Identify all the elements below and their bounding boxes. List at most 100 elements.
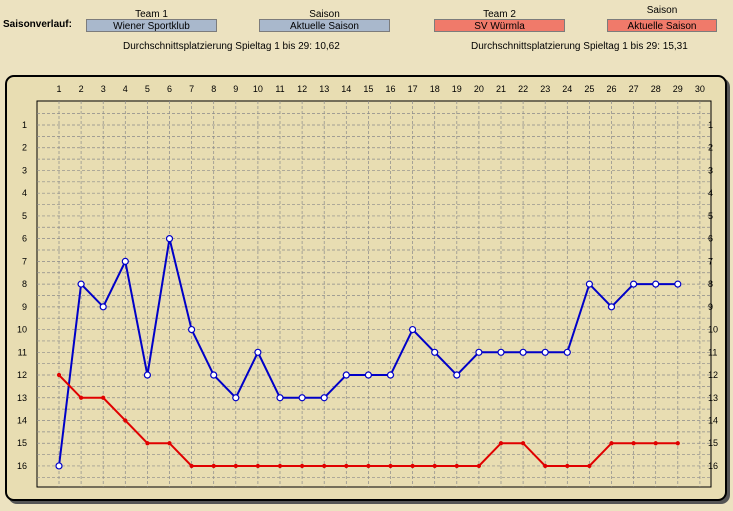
y-tick-label-left: 9 (22, 302, 27, 312)
series-2-point (432, 463, 437, 469)
series-1-point (431, 348, 439, 356)
series-2-point (322, 463, 327, 469)
y-tick-label-right: 4 (708, 188, 713, 198)
series-1-point (276, 394, 284, 402)
y-tick-label-left: 7 (22, 256, 27, 266)
x-tick-label: 21 (496, 84, 506, 94)
series-1-point (607, 303, 616, 311)
series-1-point (629, 280, 638, 288)
x-tick-label: 7 (189, 84, 194, 94)
team2-select[interactable]: SV Würmla (434, 19, 565, 32)
x-tick-label: 26 (606, 84, 616, 94)
y-tick-label-left: 1 (22, 120, 27, 130)
x-tick-label: 14 (341, 84, 351, 94)
x-tick-label: 30 (695, 84, 705, 94)
y-tick-label-left: 12 (17, 370, 27, 380)
series-2-point (101, 395, 106, 400)
season1-heading: Saison (309, 9, 340, 20)
y-tick-label-right: 5 (708, 211, 713, 221)
series-2-point (56, 372, 62, 378)
series-1-point (475, 348, 483, 356)
series-1-point (409, 325, 417, 334)
series-2-point (300, 463, 305, 469)
series-1-point (497, 348, 505, 356)
team2-heading: Team 2 (483, 9, 516, 20)
x-tick-label: 25 (584, 84, 594, 94)
y-tick-label-right: 14 (708, 415, 718, 425)
team1-select[interactable]: Wiener Sportklub (86, 19, 217, 32)
x-tick-label: 19 (452, 84, 462, 94)
x-tick-label: 6 (167, 84, 172, 94)
y-tick-label-right: 11 (708, 347, 717, 357)
y-tick-label-right: 15 (708, 438, 718, 448)
series-2-point (454, 463, 459, 469)
y-tick-label-left: 11 (18, 347, 27, 357)
series-2-point (675, 441, 680, 446)
y-tick-label-left: 8 (22, 279, 27, 289)
series-2-point (255, 463, 261, 469)
x-tick-label: 17 (408, 84, 418, 94)
season2-heading: Saison (646, 5, 678, 16)
series-1-point (77, 280, 85, 288)
x-tick-label: 28 (651, 84, 661, 94)
x-tick-label: 12 (297, 84, 307, 94)
y-tick-label-left: 15 (17, 438, 27, 448)
y-tick-label-right: 7 (708, 256, 713, 266)
y-tick-label-right: 13 (708, 393, 718, 403)
y-tick-label-right: 2 (708, 143, 713, 153)
series-1-point (121, 257, 129, 265)
series-1-point (585, 280, 594, 288)
x-tick-label: 22 (518, 84, 528, 94)
y-tick-label-left: 14 (17, 415, 27, 425)
series-1-point (232, 394, 240, 402)
y-tick-label-right: 10 (708, 325, 718, 335)
series-2-point (410, 463, 415, 469)
series-1-point (165, 235, 174, 243)
y-tick-label-right: 8 (708, 279, 713, 289)
y-tick-label-right: 3 (708, 165, 713, 175)
x-tick-label: 2 (79, 84, 84, 94)
y-tick-label-left: 10 (17, 325, 27, 335)
series-2-point (366, 463, 371, 469)
y-tick-label-right: 16 (708, 461, 718, 471)
y-tick-label-left: 6 (22, 234, 27, 244)
x-tick-label: 10 (253, 84, 263, 94)
y-tick-label-right: 1 (708, 120, 713, 130)
x-tick-label: 1 (56, 84, 61, 94)
x-tick-label: 9 (233, 84, 238, 94)
series-2-point (476, 463, 482, 469)
x-tick-label: 13 (319, 84, 329, 94)
team1-average: Durchschnittsplatzierung Spieltag 1 bis … (123, 41, 340, 52)
x-tick-label: 5 (145, 84, 150, 94)
series-2-point (123, 418, 128, 423)
series-2-point (653, 441, 658, 446)
season2-select[interactable]: Aktuelle Saison (607, 19, 717, 32)
series-1-point (210, 371, 218, 379)
series-2-point (498, 441, 504, 446)
x-tick-label: 24 (562, 84, 572, 94)
season1-select[interactable]: Aktuelle Saison (259, 19, 390, 32)
series-2-point (167, 441, 172, 446)
series-2-point (631, 441, 636, 446)
series-1-point (519, 348, 527, 356)
series-2-point (587, 463, 592, 469)
series-2-point (565, 463, 570, 469)
x-tick-label: 15 (363, 84, 373, 94)
series-1-point (99, 303, 107, 311)
series-1-point (342, 371, 350, 379)
y-tick-label-left: 13 (17, 393, 27, 403)
series-2-point (543, 463, 548, 469)
series-2-point (145, 441, 150, 446)
x-tick-label: 3 (101, 84, 106, 94)
series-1-point (563, 348, 571, 356)
series-1-point (541, 348, 549, 356)
y-tick-label-right: 12 (708, 370, 718, 380)
y-tick-label-left: 16 (17, 461, 27, 471)
series-2-point (189, 463, 194, 469)
y-tick-label-right: 6 (708, 234, 713, 244)
series-1-point (55, 462, 63, 470)
series-2-point (78, 395, 84, 400)
series-1-point (254, 348, 262, 356)
series-2-point (344, 463, 349, 469)
